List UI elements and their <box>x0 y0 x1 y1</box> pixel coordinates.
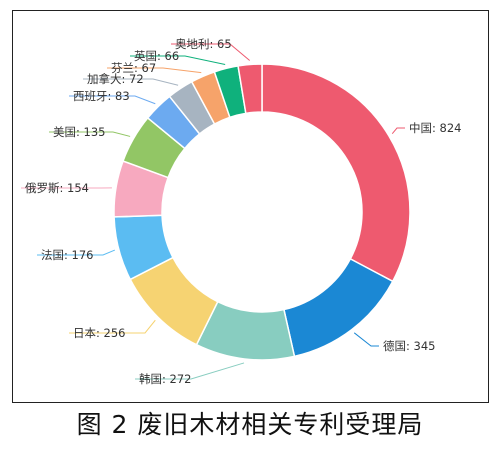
slice-label-1: 中国: 824 <box>409 121 461 135</box>
leader-line-8 <box>69 95 156 105</box>
slice-label-11: 英国: 66 <box>134 49 179 63</box>
slice-label-9: 加拿大: 72 <box>87 72 144 86</box>
slice-label-7: 美国: 135 <box>53 125 105 139</box>
slice-label-5: 法国: 176 <box>41 248 93 262</box>
leader-line-7 <box>49 131 131 137</box>
slice-label-2: 德国: 345 <box>383 339 435 353</box>
slice-label-12: 奥地利: 65 <box>175 37 232 51</box>
leader-line-10 <box>107 67 202 74</box>
slice-label-8: 西班牙: 83 <box>73 89 130 103</box>
leader-line-3 <box>135 362 245 380</box>
slice-label-10: 芬兰: 67 <box>111 61 156 75</box>
figure-caption: 图 2 废旧木材相关专利受理局 <box>76 410 424 439</box>
slices-group <box>113 63 411 361</box>
donut-slice-2[interactable] <box>283 257 394 358</box>
slice-label-6: 俄罗斯: 154 <box>25 181 89 195</box>
donut-slice-1[interactable] <box>261 63 411 283</box>
chart-frame: 中国: 824 德国: 345 韩国: 272 日本: 256 法国: 176 俄罗斯: … <box>12 10 489 403</box>
leader-line-11 <box>130 55 226 66</box>
leader-line-4 <box>69 319 156 334</box>
donut-chart: 中国: 824 德国: 345 韩国: 272 日本: 256 法国: 176 俄罗斯: … <box>21 37 461 386</box>
leader-line-9 <box>83 78 179 86</box>
leader-line-5 <box>37 249 116 256</box>
slice-label-3: 韩国: 272 <box>139 372 191 386</box>
leader-lines-group <box>21 43 405 380</box>
leader-line-2 <box>353 332 379 347</box>
leader-line-1 <box>391 127 405 134</box>
slice-label-4: 日本: 256 <box>73 326 125 340</box>
leader-line-12 <box>171 43 250 61</box>
slice-labels-group: 中国: 824 德国: 345 韩国: 272 日本: 256 法国: 176 俄罗斯: … <box>25 37 461 386</box>
donut-slice-12[interactable] <box>237 63 263 115</box>
